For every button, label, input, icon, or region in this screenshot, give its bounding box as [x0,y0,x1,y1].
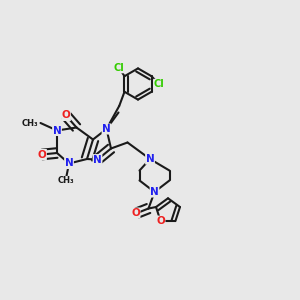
Text: N: N [93,154,102,165]
Text: Cl: Cl [114,63,124,73]
Text: O: O [131,208,140,218]
Text: Cl: Cl [154,79,164,89]
Text: CH₃: CH₃ [22,118,38,127]
Text: N: N [64,158,74,169]
Text: O: O [61,110,70,121]
Text: CH₃: CH₃ [58,176,74,185]
Text: N: N [146,154,154,164]
Text: O: O [156,216,165,226]
Text: N: N [150,187,159,197]
Text: N: N [102,124,111,134]
Text: N: N [52,125,62,136]
Text: O: O [38,149,46,160]
